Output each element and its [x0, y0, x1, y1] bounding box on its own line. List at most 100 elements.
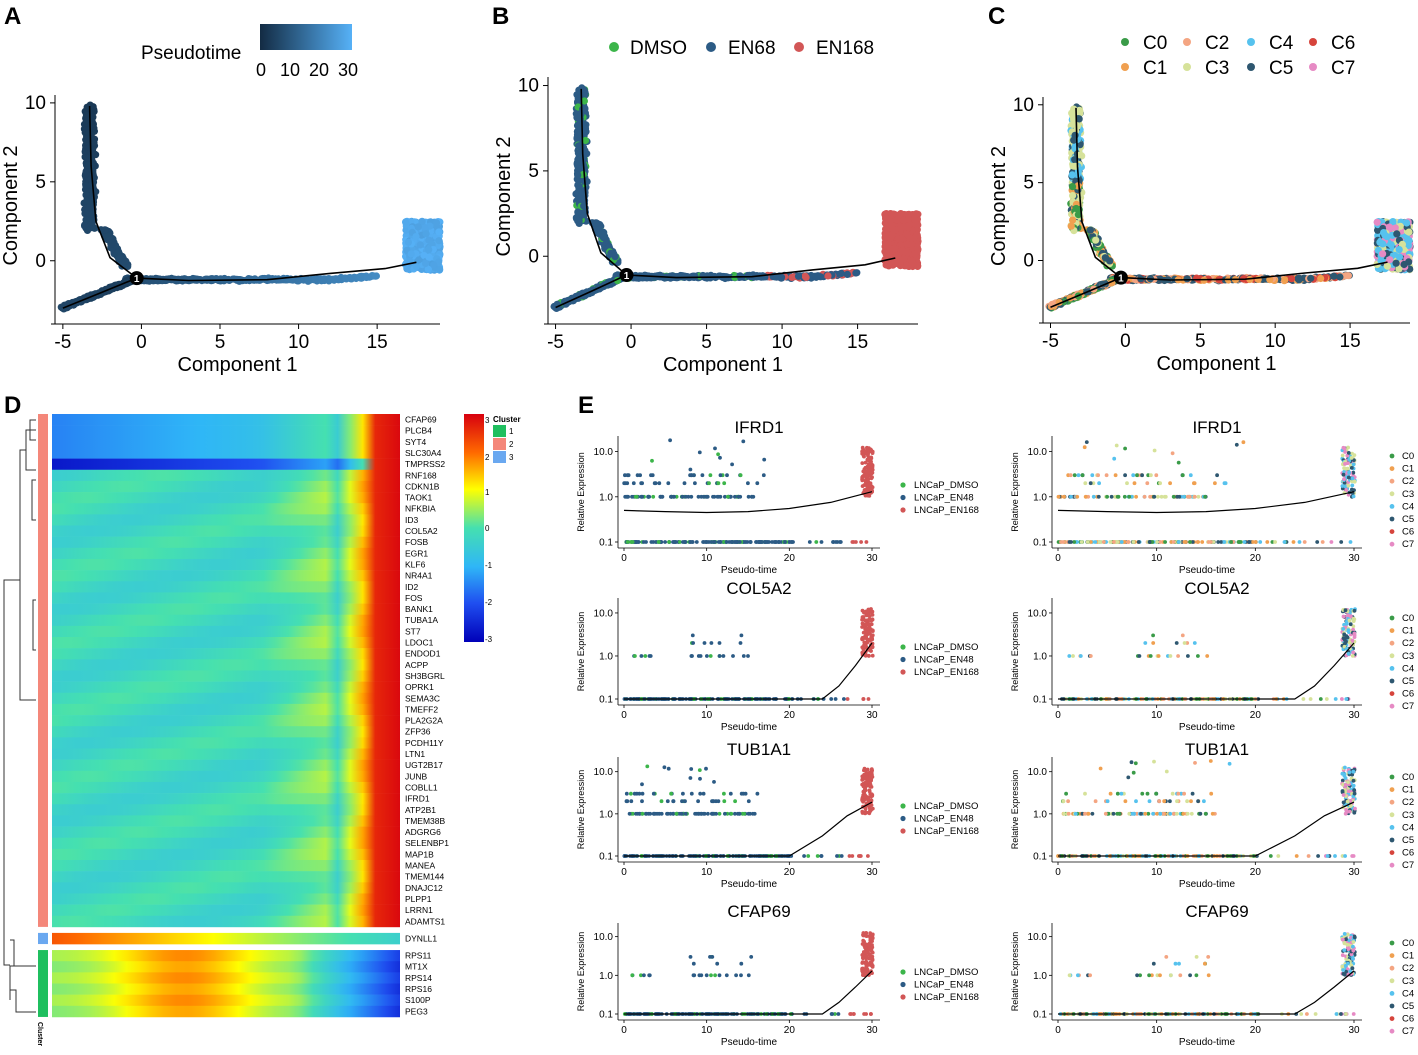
a-cell-point — [82, 191, 90, 199]
c-cell-point — [1068, 171, 1076, 179]
c-cell-point — [1330, 272, 1338, 280]
b-cell-point — [837, 269, 845, 277]
c-cell-point — [1086, 226, 1094, 234]
c-x-axis-title: Component 1 — [1156, 353, 1276, 375]
a-x-tick-label: 10 — [288, 332, 309, 353]
a-cell-point — [83, 135, 91, 143]
a-cell-point — [312, 275, 320, 283]
a-cell-point — [425, 246, 433, 254]
legend-dot-c1 — [1121, 63, 1129, 71]
a-cell-point — [82, 170, 90, 178]
pseudotime-legend-title: Pseudotime — [141, 43, 241, 64]
legend-dot-en68 — [706, 42, 716, 52]
b-cell-point — [913, 231, 921, 239]
b-cell-point — [788, 273, 796, 281]
legend-label-c7: C7 — [1331, 58, 1355, 79]
a-x-tick-label: 5 — [215, 332, 226, 353]
a-cell-point — [404, 238, 412, 246]
a-cell-point — [101, 226, 109, 234]
legend-dot-en168 — [794, 42, 804, 52]
b-cell-point — [802, 273, 810, 281]
a-cell-point — [305, 276, 313, 284]
legend-dot-c3 — [1183, 63, 1191, 71]
panel-label-e: E — [578, 392, 594, 419]
b-cell-point — [884, 232, 892, 240]
a-x-tick-label: 15 — [367, 332, 388, 353]
legend-dot-c4 — [1247, 38, 1255, 46]
b-cell-point — [597, 230, 605, 238]
b-cell-point — [891, 258, 899, 267]
b-cell-point — [607, 249, 615, 257]
a-cell-point — [407, 250, 415, 258]
c-y-tick-label: 0 — [1023, 251, 1034, 272]
panel-a-legend: Pseudotime 0 10 20 30 — [141, 24, 358, 80]
pseudotime-tick-0: 0 — [256, 60, 266, 80]
a-cell-point — [412, 263, 420, 271]
a-cell-point — [342, 275, 350, 283]
a-cell-point — [421, 224, 429, 232]
a-cell-point — [435, 237, 443, 245]
b-trajectory-line — [580, 88, 896, 279]
legend-dot-c5 — [1247, 63, 1255, 71]
c-cell-point — [1101, 254, 1109, 262]
c-x-tick-label: 0 — [1120, 331, 1131, 352]
a-branch-node-label: 1 — [134, 274, 140, 285]
b-cell-point — [814, 272, 822, 280]
b-branch-line — [555, 274, 627, 309]
a-cell-point — [430, 261, 438, 269]
a-y-axis-title: Component 2 — [0, 145, 22, 265]
a-cell-point — [82, 216, 90, 224]
c-x-tick-label: -5 — [1042, 331, 1059, 352]
a-cell-point — [106, 236, 114, 244]
b-cell-point — [592, 219, 600, 227]
a-cell-point — [371, 272, 379, 280]
c-cell-point — [1092, 236, 1100, 244]
b-cell-point — [881, 210, 889, 218]
c-cell-point — [1068, 183, 1077, 191]
a-cell-point — [416, 241, 424, 249]
legend-label-en68: EN68 — [728, 38, 776, 59]
b-cell-point — [895, 235, 903, 243]
b-y-tick-label: 5 — [528, 161, 539, 182]
b-cell-point — [900, 255, 908, 263]
panel-label-a: A — [4, 3, 21, 30]
legend-label-c0: C0 — [1143, 33, 1167, 54]
a-cell-point — [421, 259, 430, 268]
b-y-tick-label: 10 — [518, 76, 539, 97]
b-cell-point — [893, 216, 901, 224]
b-cell-point — [901, 223, 909, 231]
b-cell-point — [852, 269, 860, 277]
b-cell-point — [903, 240, 911, 248]
a-cell-point — [435, 228, 443, 236]
b-y-axis-title: Component 2 — [493, 136, 515, 256]
legend-label-c3: C3 — [1205, 58, 1229, 79]
c-x-tick-label: 5 — [1195, 331, 1206, 352]
c-cell-point — [1067, 222, 1075, 230]
a-cell-point — [90, 139, 98, 147]
legend-dot-dmso — [609, 42, 619, 52]
a-cell-point — [422, 230, 430, 238]
legend-label-c1: C1 — [1143, 58, 1167, 79]
a-cell-point — [82, 182, 90, 190]
panel-b-legend: DMSO EN68 EN168 — [609, 38, 874, 59]
c-cell-point — [1307, 274, 1315, 282]
b-cell-point — [572, 215, 581, 223]
a-cell-point — [116, 254, 124, 262]
b-cell-point — [689, 272, 697, 280]
a-cell-point — [412, 233, 420, 241]
panel-label-d: D — [4, 392, 21, 419]
b-cell-point — [891, 226, 899, 234]
a-x-tick-label: 0 — [136, 332, 147, 353]
a-x-axis-title: Component 1 — [177, 354, 297, 376]
legend-dot-c6 — [1309, 38, 1317, 46]
c-cell-point — [1287, 275, 1296, 283]
b-y-tick-label: 0 — [528, 246, 539, 267]
b-x-tick-label: 10 — [772, 332, 793, 353]
b-cell-point — [886, 245, 895, 253]
b-cell-point — [903, 248, 912, 257]
a-cell-point — [320, 276, 328, 284]
a-branch-line — [62, 277, 138, 309]
